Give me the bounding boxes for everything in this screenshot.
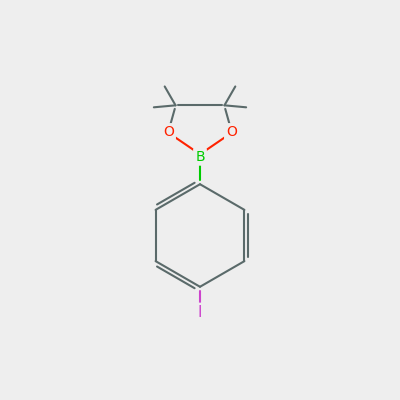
Text: O: O [226, 125, 237, 139]
Text: O: O [163, 125, 174, 139]
Text: B: B [195, 150, 205, 164]
Text: I: I [198, 305, 202, 320]
